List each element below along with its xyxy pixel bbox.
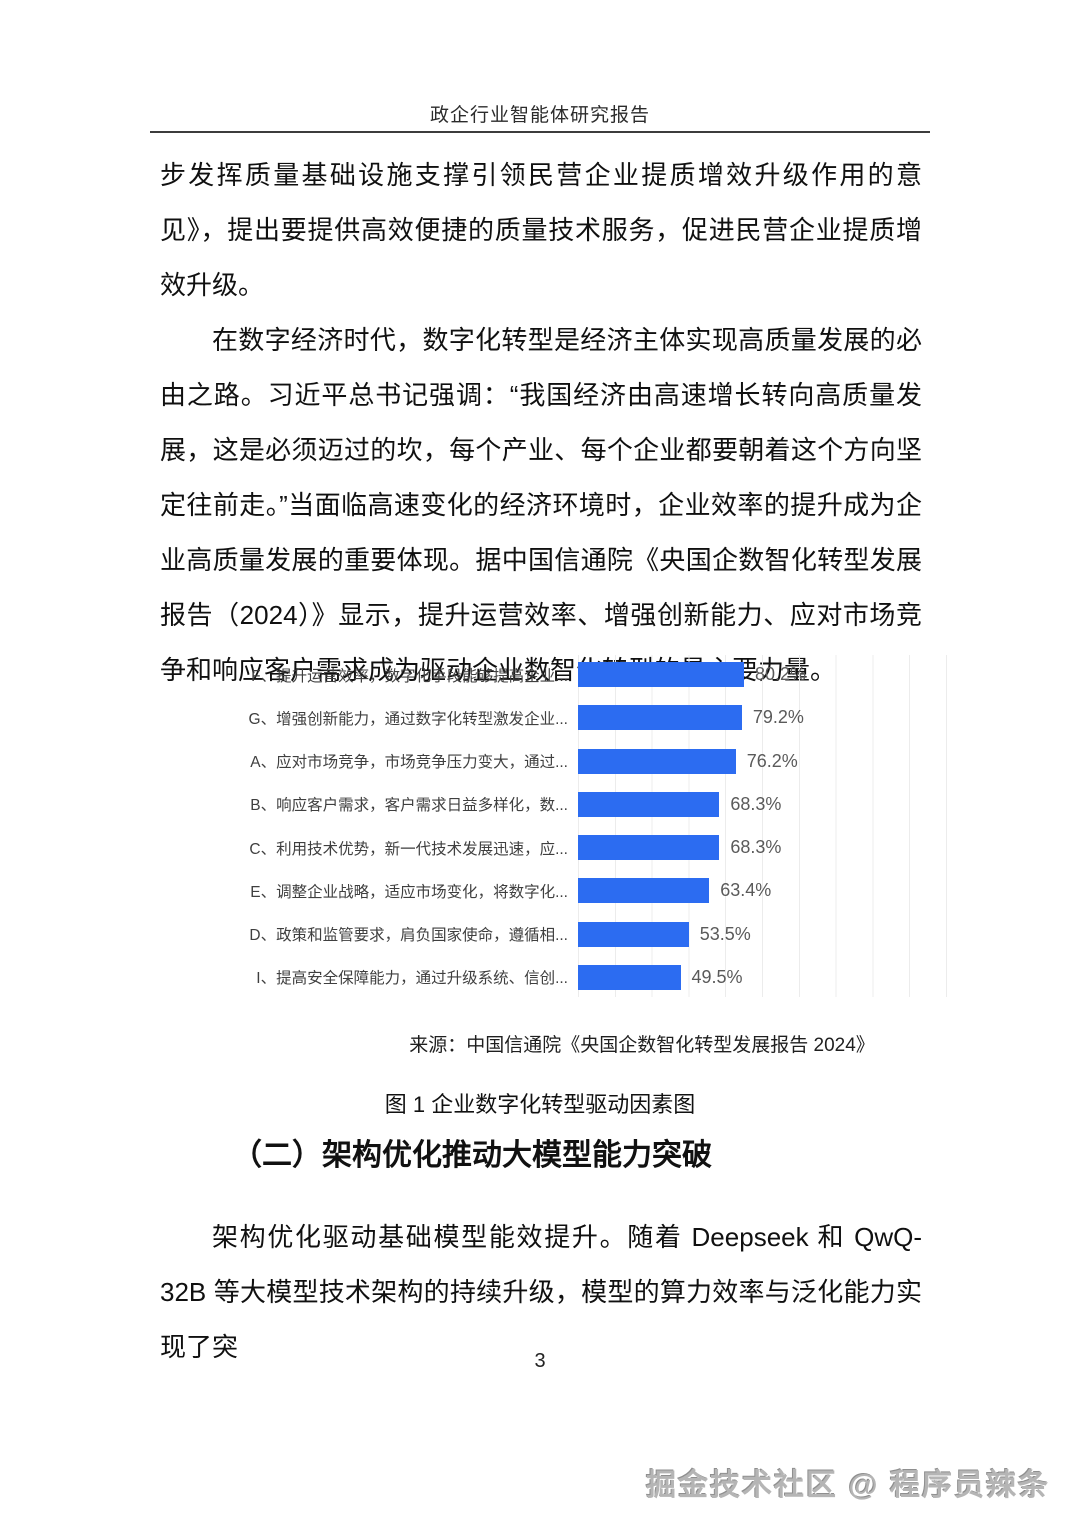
bar-label: C、利用技术优势，新一代技术发展迅速，应... [249,840,568,858]
paragraph-continuation: 步发挥质量基础设施支撑引领民营企业提质增效升级作用的意见》，提出要提供高效便捷的… [160,160,922,300]
figure-caption: 图 1 企业数字化转型驱动因素图 [384,1092,696,1117]
chart-source-note: 来源：中国信通院《央国企数智化转型发展报告 2024》 [409,1035,875,1056]
bar [578,964,681,990]
watermark-text: 掘金技术社区 @ 程序员辣条 [646,1469,1050,1502]
body-text: 步发挥质量基础设施支撑引领民营企业提质增效升级作用的意见》，提出要提供高效便捷的… [160,148,922,698]
page-header-title: 政企行业智能体研究报告 [429,105,650,126]
chart-row: D、政策和监管要求，肩负国家使命，遵循相... 53.5% [230,913,980,956]
bar-chart: F、提升运营效率，数字化手段能够提高企业... 80.2% G、增强创新能力，通… [230,653,980,999]
chart-row: G、增强创新能力，通过数字化转型激发企业... 79.2% [230,696,980,739]
bar-label: F、提升运营效率，数字化手段能够提高企业... [251,667,568,685]
bar-label: E、调整企业战略，适应市场变化，将数字化... [250,883,568,901]
chart-row: E、调整企业战略，适应市场变化，将数字化... 63.4% [230,869,980,912]
chart-row: I、提高安全保障能力，通过升级系统、信创... 49.5% [230,956,980,999]
chart-row: A、应对市场竞争，市场竞争压力变大，通过... 76.2% [230,740,980,783]
bar [578,748,736,774]
bar-label: A、应对市场竞争，市场竞争压力变大，通过... [250,754,568,772]
bar-value: 68.3% [730,837,782,858]
paragraph-architecture: 架构优化驱动基础模型能效提升。随着 Deepseek 和 QwQ-32B 等大模… [160,1222,922,1362]
bar-value: 80.2% [755,664,807,685]
bar-label: D、政策和监管要求，肩负国家使命，遵循相... [249,927,568,945]
section-heading: （二）架构优化推动大模型能力突破 [232,1139,712,1172]
header-divider [150,131,930,133]
bar-value: 79.2% [752,707,804,728]
page-number: 3 [534,1350,546,1372]
chart-row: F、提升运营效率，数字化手段能够提高企业... 80.2% [230,653,980,696]
bar [578,835,720,861]
bar-value: 49.5% [691,966,743,987]
bar [578,878,710,904]
paragraph-digital-economy: 在数字经济时代，数字化转型是经济主体实现高质量发展的必由之路。习近平总书记强调：… [160,325,922,685]
bar [578,662,744,688]
bar [578,705,742,731]
bar-label: B、响应客户需求，客户需求日益多样化，数... [250,797,568,815]
bar-value: 53.5% [699,923,751,944]
chart-row: B、响应客户需求，客户需求日益多样化，数... 68.3% [230,783,980,826]
bar-label: G、增强创新能力，通过数字化转型激发企业... [248,710,568,728]
bar [578,921,689,947]
chart-rows: F、提升运营效率，数字化手段能够提高企业... 80.2% G、增强创新能力，通… [230,653,980,999]
bar-value: 63.4% [720,880,772,901]
bar-value: 76.2% [746,750,798,771]
bar-value: 68.3% [730,793,782,814]
chart-row: C、利用技术优势，新一代技术发展迅速，应... 68.3% [230,826,980,869]
bar-label: I、提高安全保障能力，通过升级系统、信创... [256,970,568,988]
bar [578,791,720,817]
